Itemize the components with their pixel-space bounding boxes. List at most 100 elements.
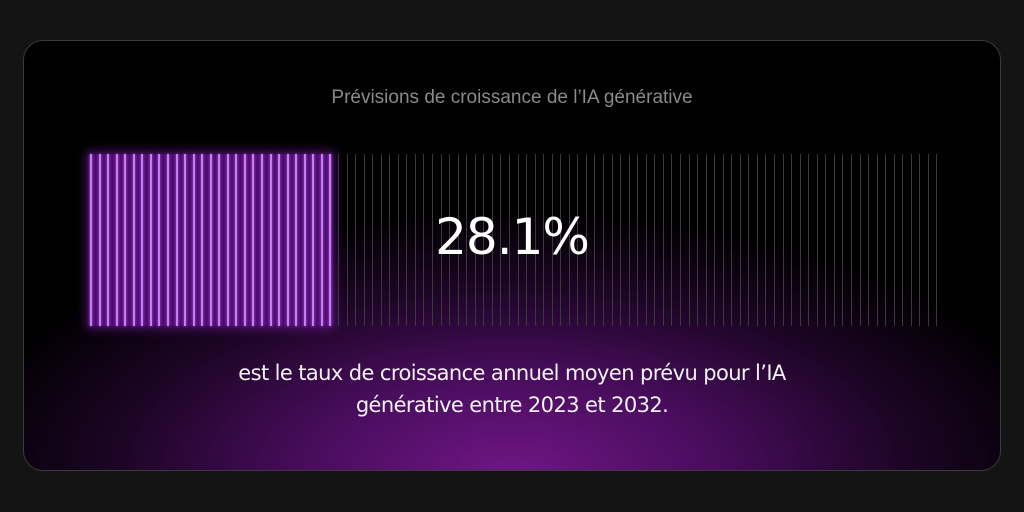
progress-line-filled	[286, 154, 289, 326]
progress-line-empty	[466, 154, 468, 326]
progress-line-filled	[158, 154, 161, 326]
progress-line-empty	[363, 154, 365, 326]
progress-line-empty	[534, 154, 536, 326]
progress-line-filled	[329, 154, 332, 326]
progress-line-empty	[620, 154, 622, 326]
progress-line-empty	[722, 154, 724, 326]
progress-line-empty	[414, 154, 416, 326]
progress-line-empty	[842, 154, 844, 326]
progress-line-empty	[611, 154, 613, 326]
stat-card: Prévisions de croissance de l’IA générat…	[23, 40, 1001, 471]
progress-line-empty	[868, 154, 870, 326]
progress-line-filled	[124, 154, 127, 326]
progress-line-filled	[312, 154, 315, 326]
progress-line-empty	[679, 154, 681, 326]
caption-line-1: est le taux de croissance annuel moyen p…	[238, 361, 786, 385]
progress-line-empty	[645, 154, 647, 326]
progress-line-empty	[756, 154, 758, 326]
progress-line-empty	[483, 154, 485, 326]
progress-line-filled	[261, 154, 263, 326]
progress-line-empty	[859, 154, 861, 326]
progress-line-empty	[671, 154, 673, 326]
progress-line-empty	[876, 154, 878, 326]
progress-line-empty	[603, 154, 604, 326]
progress-line-filled	[235, 154, 238, 326]
progress-line-empty	[637, 154, 639, 326]
progress-line-empty	[910, 154, 912, 326]
progress-line-empty	[526, 154, 528, 326]
progress-line-empty	[936, 154, 938, 326]
progress-line-empty	[739, 154, 741, 326]
progress-line-filled	[192, 154, 195, 326]
progress-line-filled	[115, 154, 118, 326]
progress-line-empty	[380, 154, 382, 326]
progress-line-empty	[799, 154, 801, 326]
progress-line-empty	[825, 154, 827, 326]
progress-line-empty	[850, 154, 852, 326]
progress-line-empty	[688, 154, 690, 326]
progress-line-filled	[243, 154, 246, 326]
progress-line-filled	[149, 154, 152, 326]
progress-line-empty	[577, 154, 579, 326]
progress-line-empty	[628, 154, 630, 326]
progress-line-filled	[252, 154, 255, 326]
progress-line-empty	[491, 154, 493, 326]
progress-line-empty	[406, 154, 408, 326]
progress-line-empty	[714, 154, 716, 326]
progress-line-empty	[517, 154, 519, 326]
progress-line-empty	[423, 154, 425, 326]
progress-line-filled	[303, 154, 306, 326]
progress-line-empty	[346, 154, 348, 326]
progress-line-empty	[885, 154, 887, 326]
progress-line-empty	[500, 154, 502, 326]
progress-line-empty	[560, 154, 562, 326]
card-title: Prévisions de croissance de l’IA générat…	[331, 87, 693, 108]
progress-line-empty	[748, 154, 750, 326]
progress-line-filled	[184, 154, 187, 326]
progress-line-empty	[372, 154, 374, 326]
progress-line-filled	[90, 154, 92, 326]
progress-line-empty	[654, 154, 656, 326]
progress-line-filled	[218, 154, 221, 326]
progress-line-filled	[201, 154, 204, 326]
progress-line-empty	[765, 154, 767, 326]
progress-line-empty	[816, 154, 818, 326]
progress-line-empty	[440, 154, 442, 326]
progress-line-empty	[705, 154, 707, 326]
progress-line-empty	[508, 154, 510, 326]
progress-line-empty	[833, 154, 835, 326]
progress-line-empty	[808, 154, 810, 326]
progress-line-empty	[791, 154, 793, 326]
progress-line-empty	[919, 154, 921, 326]
progress-line-empty	[927, 154, 929, 326]
progress-line-empty	[893, 154, 895, 326]
progress-line-empty	[782, 154, 784, 326]
progress-line-empty	[662, 154, 664, 326]
caption-line-2: générative entre 2023 et 2032.	[355, 393, 669, 417]
progress-line-filled	[132, 154, 135, 326]
progress-line-empty	[355, 154, 357, 326]
progress-line-filled	[141, 154, 144, 326]
progress-line-empty	[449, 154, 451, 326]
progress-line-empty	[389, 154, 391, 326]
progress-line-empty	[902, 154, 904, 326]
progress-line-filled	[295, 154, 298, 326]
progress-line-empty	[337, 154, 339, 326]
progress-line-empty	[568, 154, 570, 326]
progress-line-empty	[551, 154, 553, 326]
progress-line-filled	[98, 154, 101, 326]
progress-line-empty	[594, 154, 596, 326]
progress-line-filled	[278, 154, 281, 326]
progress-line-filled	[209, 154, 212, 326]
progress-line-empty	[474, 154, 476, 326]
progress-line-empty	[457, 154, 459, 326]
progress-line-empty	[731, 154, 733, 326]
progress-line-filled	[175, 154, 178, 326]
progress-bar	[89, 154, 939, 326]
progress-line-empty	[585, 154, 587, 326]
progress-line-filled	[226, 154, 229, 326]
progress-line-empty	[397, 154, 399, 326]
progress-line-empty	[697, 154, 699, 326]
progress-line-filled	[269, 154, 272, 326]
progress-line-empty	[774, 154, 775, 326]
